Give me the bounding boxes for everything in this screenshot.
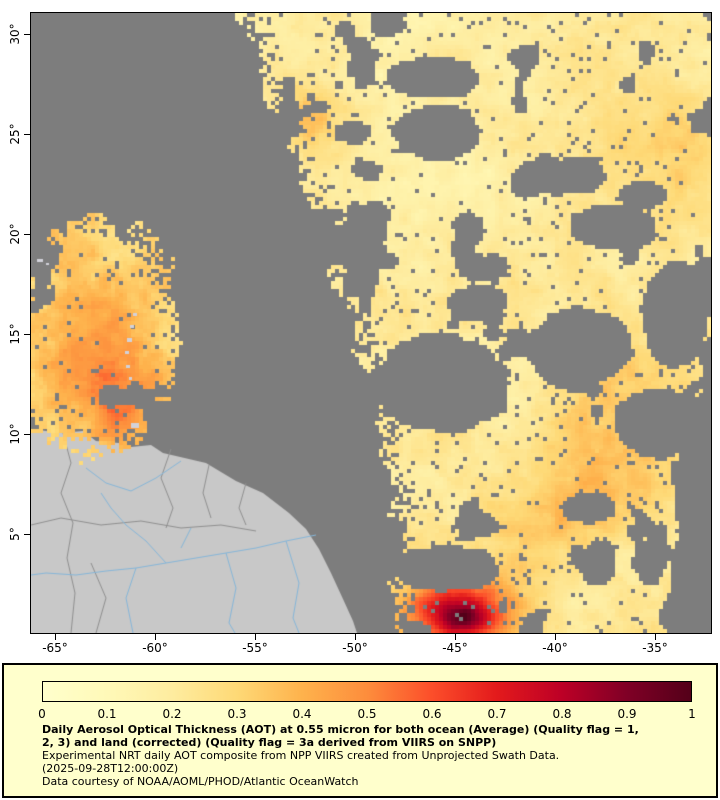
colorbar-tick-label: 0.8 — [552, 707, 572, 721]
caption-title-line2: 2, 3) and land (corrected) (Quality flag… — [42, 736, 497, 749]
lat-tick-mark — [24, 534, 30, 535]
lon-tick-label: -65° — [42, 641, 68, 655]
lon-tick-mark — [655, 634, 656, 640]
lon-tick-mark — [455, 634, 456, 640]
lat-tick-label: 25° — [8, 123, 22, 145]
map-plot — [30, 12, 712, 634]
caption-timestamp: (2025-09-28T12:00:00Z) — [42, 762, 179, 775]
colorbar-tick-label: 0.5 — [357, 707, 377, 721]
aot-raster-canvas — [31, 13, 711, 633]
colorbar-tick-label: 0.3 — [227, 707, 247, 721]
colorbar-tick-label: 0 — [38, 707, 46, 721]
lon-tick-label: -35° — [642, 641, 668, 655]
lon-tick-label: -40° — [542, 641, 568, 655]
colorbar-tick-label: 0.1 — [97, 707, 117, 721]
lat-tick-label: 15° — [8, 323, 22, 345]
caption-block: Daily Aerosol Optical Thickness (AOT) at… — [42, 723, 639, 788]
colorbar-tick-label: 0.6 — [422, 707, 442, 721]
lat-tick-mark — [24, 434, 30, 435]
caption-title-line1: Daily Aerosol Optical Thickness (AOT) at… — [42, 723, 639, 736]
colorbar-tick-label: 0.2 — [162, 707, 182, 721]
lon-tick-label: -55° — [242, 641, 268, 655]
colorbar — [42, 681, 692, 702]
colorbar-tick-label: 0.7 — [487, 707, 507, 721]
lat-tick-label: 20° — [8, 223, 22, 245]
colorbar-tick-label: 0.4 — [292, 707, 312, 721]
colorbar-tick-label: 1 — [688, 707, 696, 721]
caption-subtitle: Experimental NRT daily AOT composite fro… — [42, 749, 560, 762]
lat-tick-label: 10° — [8, 423, 22, 445]
lon-tick-mark — [255, 634, 256, 640]
legend-panel: Daily Aerosol Optical Thickness (AOT) at… — [2, 663, 718, 798]
colorbar-tick-label: 0.9 — [617, 707, 637, 721]
lon-tick-mark — [55, 634, 56, 640]
lon-tick-label: -50° — [342, 641, 368, 655]
lon-tick-label: -45° — [442, 641, 468, 655]
lat-tick-mark — [24, 234, 30, 235]
lat-tick-mark — [24, 334, 30, 335]
lat-tick-mark — [24, 34, 30, 35]
lon-tick-mark — [155, 634, 156, 640]
lat-tick-mark — [24, 134, 30, 135]
lat-tick-label: 5° — [8, 527, 22, 541]
lon-tick-mark — [355, 634, 356, 640]
caption-credit: Data courtesy of NOAA/AOML/PHOD/Atlantic… — [42, 775, 359, 788]
lon-tick-mark — [555, 634, 556, 640]
lon-tick-label: -60° — [142, 641, 168, 655]
lat-tick-label: 30° — [8, 23, 22, 45]
